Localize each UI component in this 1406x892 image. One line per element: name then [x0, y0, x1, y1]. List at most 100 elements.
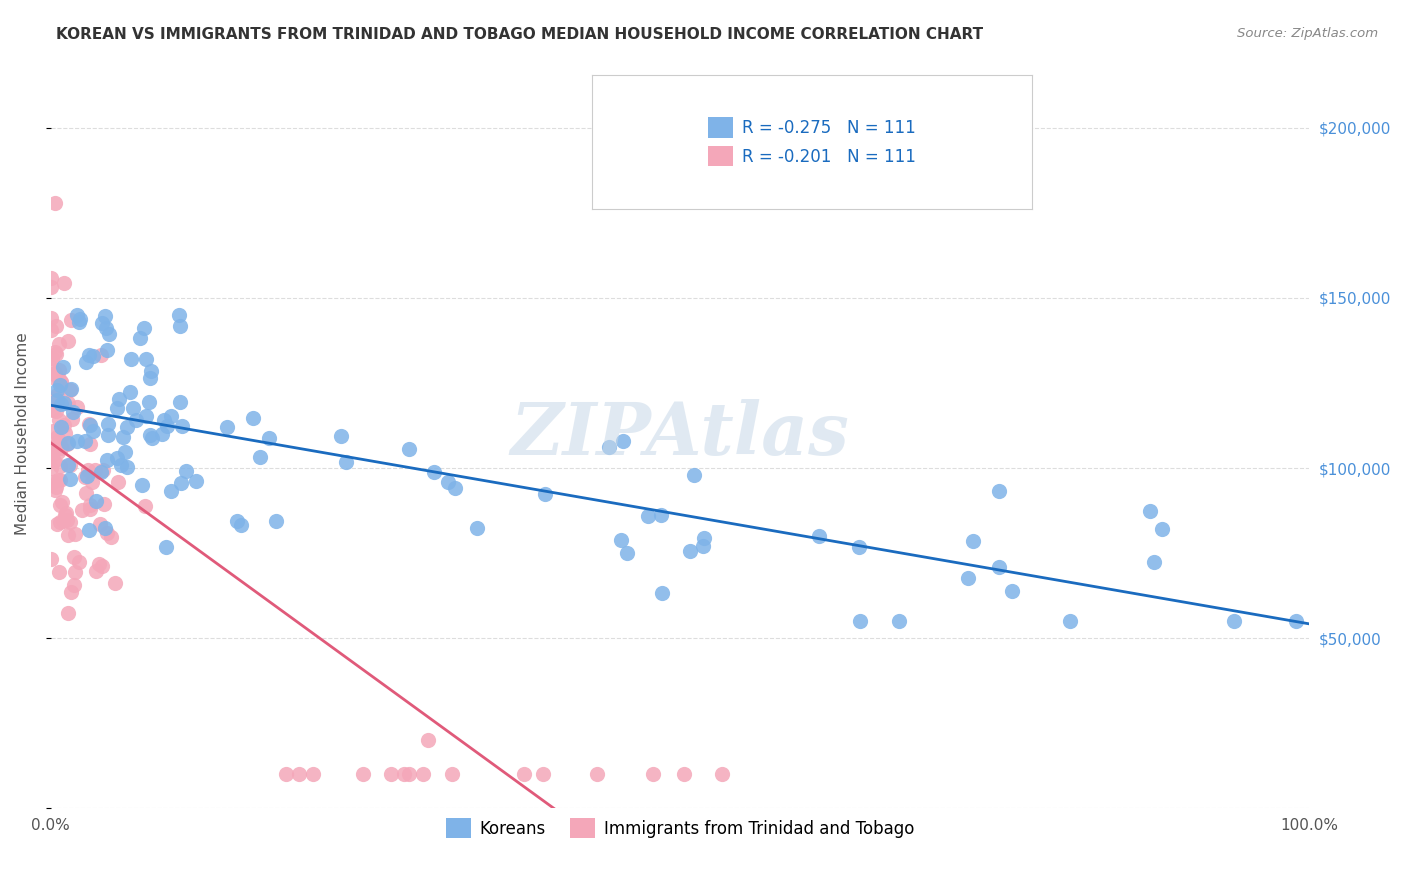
Koreans [52, 395, 75, 409]
Immigrants from Trinidad and Tobago [44, 483, 66, 497]
Koreans [169, 395, 191, 409]
Immigrants from Trinidad and Tobago [59, 458, 82, 472]
Koreans [889, 614, 911, 628]
Immigrants from Trinidad and Tobago [48, 459, 70, 474]
Koreans [49, 420, 72, 434]
Immigrants from Trinidad and Tobago [75, 486, 97, 500]
Immigrants from Trinidad and Tobago [531, 767, 554, 781]
Koreans [264, 514, 287, 528]
Y-axis label: Median Household Income: Median Household Income [15, 333, 30, 535]
Immigrants from Trinidad and Tobago [44, 371, 66, 385]
Immigrants from Trinidad and Tobago [41, 442, 63, 457]
Koreans [534, 487, 557, 501]
Koreans [957, 571, 980, 585]
Koreans [1152, 522, 1174, 536]
Koreans [77, 348, 100, 362]
Immigrants from Trinidad and Tobago [93, 497, 115, 511]
Koreans [335, 455, 357, 469]
Koreans [46, 393, 69, 408]
Koreans [82, 350, 104, 364]
Immigrants from Trinidad and Tobago [48, 363, 70, 377]
Koreans [138, 395, 160, 409]
Koreans [693, 531, 716, 545]
Koreans [159, 409, 181, 424]
Koreans [120, 384, 142, 399]
Koreans [114, 445, 136, 459]
Immigrants from Trinidad and Tobago [41, 440, 63, 454]
Koreans [679, 544, 702, 558]
Koreans [135, 351, 157, 366]
Koreans [59, 472, 82, 486]
Immigrants from Trinidad and Tobago [77, 417, 100, 431]
Koreans [94, 309, 117, 323]
Koreans [692, 539, 714, 553]
Koreans [135, 409, 157, 423]
Immigrants from Trinidad and Tobago [89, 517, 111, 532]
Immigrants from Trinidad and Tobago [42, 453, 65, 467]
Immigrants from Trinidad and Tobago [63, 578, 86, 592]
Immigrants from Trinidad and Tobago [48, 412, 70, 426]
Immigrants from Trinidad and Tobago [45, 480, 67, 494]
Immigrants from Trinidad and Tobago [52, 277, 75, 291]
Koreans [141, 363, 163, 377]
Koreans [121, 351, 143, 366]
Immigrants from Trinidad and Tobago [63, 549, 86, 564]
Koreans [110, 458, 132, 472]
Text: KOREAN VS IMMIGRANTS FROM TRINIDAD AND TOBAGO MEDIAN HOUSEHOLD INCOME CORRELATIO: KOREAN VS IMMIGRANTS FROM TRINIDAD AND T… [56, 27, 983, 42]
Koreans [97, 327, 120, 342]
Immigrants from Trinidad and Tobago [44, 344, 66, 359]
Immigrants from Trinidad and Tobago [53, 418, 76, 433]
Immigrants from Trinidad and Tobago [45, 517, 67, 532]
Immigrants from Trinidad and Tobago [56, 334, 79, 348]
Immigrants from Trinidad and Tobago [53, 508, 76, 522]
Koreans [82, 424, 104, 438]
Immigrants from Trinidad and Tobago [66, 400, 89, 414]
Koreans [125, 413, 148, 427]
Koreans [184, 474, 207, 488]
Immigrants from Trinidad and Tobago [49, 376, 72, 390]
Immigrants from Trinidad and Tobago [46, 394, 69, 409]
Immigrants from Trinidad and Tobago [287, 767, 309, 781]
Immigrants from Trinidad and Tobago [46, 473, 69, 487]
Koreans [610, 533, 633, 548]
Immigrants from Trinidad and Tobago [44, 368, 66, 382]
Immigrants from Trinidad and Tobago [643, 767, 665, 781]
Immigrants from Trinidad and Tobago [41, 552, 63, 566]
Koreans [111, 430, 134, 444]
Immigrants from Trinidad and Tobago [41, 461, 63, 475]
Immigrants from Trinidad and Tobago [59, 515, 82, 529]
Immigrants from Trinidad and Tobago [63, 527, 86, 541]
Immigrants from Trinidad and Tobago [73, 470, 96, 484]
Immigrants from Trinidad and Tobago [59, 384, 82, 398]
Immigrants from Trinidad and Tobago [48, 433, 70, 447]
Koreans [169, 475, 191, 490]
Immigrants from Trinidad and Tobago [63, 565, 86, 579]
Immigrants from Trinidad and Tobago [49, 440, 72, 454]
Koreans [62, 404, 84, 418]
Koreans [67, 315, 90, 329]
Immigrants from Trinidad and Tobago [52, 514, 75, 528]
Koreans [115, 420, 138, 434]
Immigrants from Trinidad and Tobago [55, 437, 77, 451]
Immigrants from Trinidad and Tobago [90, 558, 112, 573]
Text: Source: ZipAtlas.com: Source: ZipAtlas.com [1237, 27, 1378, 40]
Immigrants from Trinidad and Tobago [412, 767, 434, 781]
Immigrants from Trinidad and Tobago [48, 565, 70, 579]
Immigrants from Trinidad and Tobago [45, 388, 67, 402]
Immigrants from Trinidad and Tobago [42, 475, 65, 490]
Immigrants from Trinidad and Tobago [301, 767, 323, 781]
Koreans [637, 508, 659, 523]
Koreans [612, 434, 634, 449]
Immigrants from Trinidad and Tobago [711, 767, 734, 781]
Immigrants from Trinidad and Tobago [41, 270, 63, 285]
Koreans [60, 382, 83, 396]
Koreans [650, 508, 672, 523]
Immigrants from Trinidad and Tobago [104, 576, 127, 591]
Koreans [423, 466, 446, 480]
Koreans [169, 318, 191, 333]
Immigrants from Trinidad and Tobago [418, 733, 440, 747]
Immigrants from Trinidad and Tobago [398, 767, 420, 781]
Koreans [97, 428, 120, 442]
Koreans [153, 413, 176, 427]
Immigrants from Trinidad and Tobago [76, 463, 98, 477]
